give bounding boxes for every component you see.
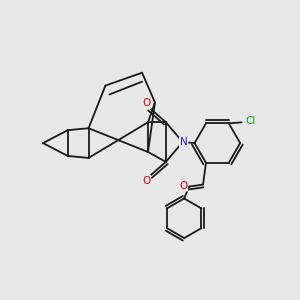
Text: N: N bbox=[180, 137, 188, 147]
Text: O: O bbox=[142, 176, 150, 186]
Text: O: O bbox=[142, 98, 150, 108]
Text: Cl: Cl bbox=[245, 116, 256, 126]
Text: O: O bbox=[179, 181, 187, 190]
